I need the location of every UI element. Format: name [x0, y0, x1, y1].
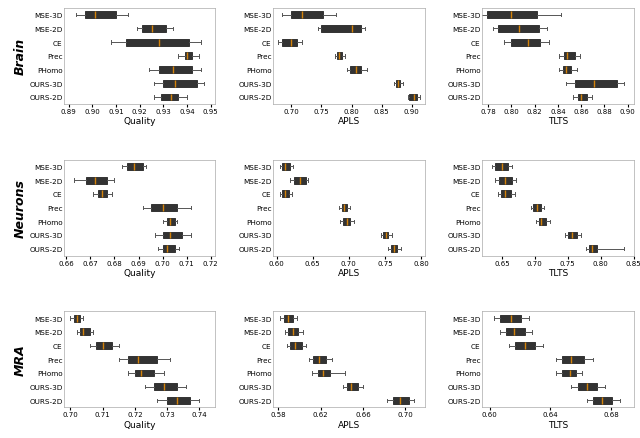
PathPatch shape: [393, 397, 409, 404]
PathPatch shape: [85, 12, 116, 19]
PathPatch shape: [390, 246, 397, 253]
PathPatch shape: [577, 383, 597, 390]
PathPatch shape: [499, 177, 512, 184]
PathPatch shape: [396, 81, 401, 88]
Y-axis label: Neurons: Neurons: [13, 179, 26, 237]
PathPatch shape: [185, 53, 192, 60]
PathPatch shape: [284, 315, 293, 322]
PathPatch shape: [74, 315, 80, 322]
PathPatch shape: [499, 26, 540, 33]
PathPatch shape: [161, 94, 178, 101]
PathPatch shape: [127, 163, 143, 170]
PathPatch shape: [511, 39, 540, 46]
PathPatch shape: [342, 205, 348, 212]
PathPatch shape: [96, 343, 113, 349]
PathPatch shape: [317, 370, 330, 377]
PathPatch shape: [350, 67, 361, 74]
PathPatch shape: [282, 191, 289, 198]
PathPatch shape: [539, 218, 546, 225]
PathPatch shape: [129, 356, 157, 363]
PathPatch shape: [337, 53, 342, 60]
PathPatch shape: [290, 343, 301, 349]
PathPatch shape: [142, 26, 166, 33]
PathPatch shape: [534, 205, 541, 212]
PathPatch shape: [294, 177, 305, 184]
PathPatch shape: [575, 81, 618, 88]
PathPatch shape: [495, 163, 508, 170]
X-axis label: TLTS: TLTS: [548, 268, 568, 277]
PathPatch shape: [154, 383, 177, 390]
X-axis label: Quality: Quality: [124, 268, 156, 277]
X-axis label: APLS: APLS: [338, 268, 360, 277]
PathPatch shape: [163, 246, 175, 253]
PathPatch shape: [383, 232, 388, 239]
Y-axis label: Brain: Brain: [13, 38, 26, 75]
PathPatch shape: [98, 191, 108, 198]
PathPatch shape: [163, 81, 196, 88]
PathPatch shape: [563, 370, 576, 377]
PathPatch shape: [589, 246, 596, 253]
PathPatch shape: [321, 26, 361, 33]
X-axis label: TLTS: TLTS: [548, 420, 568, 428]
PathPatch shape: [578, 94, 587, 101]
PathPatch shape: [288, 328, 298, 336]
PathPatch shape: [167, 397, 189, 404]
PathPatch shape: [86, 177, 108, 184]
PathPatch shape: [593, 397, 612, 404]
PathPatch shape: [291, 12, 323, 19]
PathPatch shape: [343, 218, 350, 225]
PathPatch shape: [163, 232, 182, 239]
PathPatch shape: [282, 39, 297, 46]
PathPatch shape: [80, 328, 90, 336]
Y-axis label: MRA: MRA: [13, 343, 26, 375]
PathPatch shape: [563, 67, 571, 74]
PathPatch shape: [125, 39, 189, 46]
PathPatch shape: [282, 163, 290, 170]
PathPatch shape: [168, 218, 175, 225]
PathPatch shape: [500, 191, 511, 198]
X-axis label: Quality: Quality: [124, 420, 156, 428]
PathPatch shape: [135, 370, 154, 377]
PathPatch shape: [348, 383, 358, 390]
PathPatch shape: [150, 205, 177, 212]
X-axis label: Quality: Quality: [124, 117, 156, 126]
PathPatch shape: [500, 315, 522, 322]
X-axis label: APLS: APLS: [338, 420, 360, 428]
PathPatch shape: [564, 53, 575, 60]
PathPatch shape: [314, 356, 326, 363]
X-axis label: APLS: APLS: [338, 117, 360, 126]
PathPatch shape: [515, 343, 535, 349]
PathPatch shape: [159, 67, 192, 74]
PathPatch shape: [487, 12, 537, 19]
PathPatch shape: [410, 94, 417, 101]
PathPatch shape: [563, 356, 584, 363]
PathPatch shape: [506, 328, 525, 336]
X-axis label: TLTS: TLTS: [548, 117, 568, 126]
PathPatch shape: [568, 232, 577, 239]
